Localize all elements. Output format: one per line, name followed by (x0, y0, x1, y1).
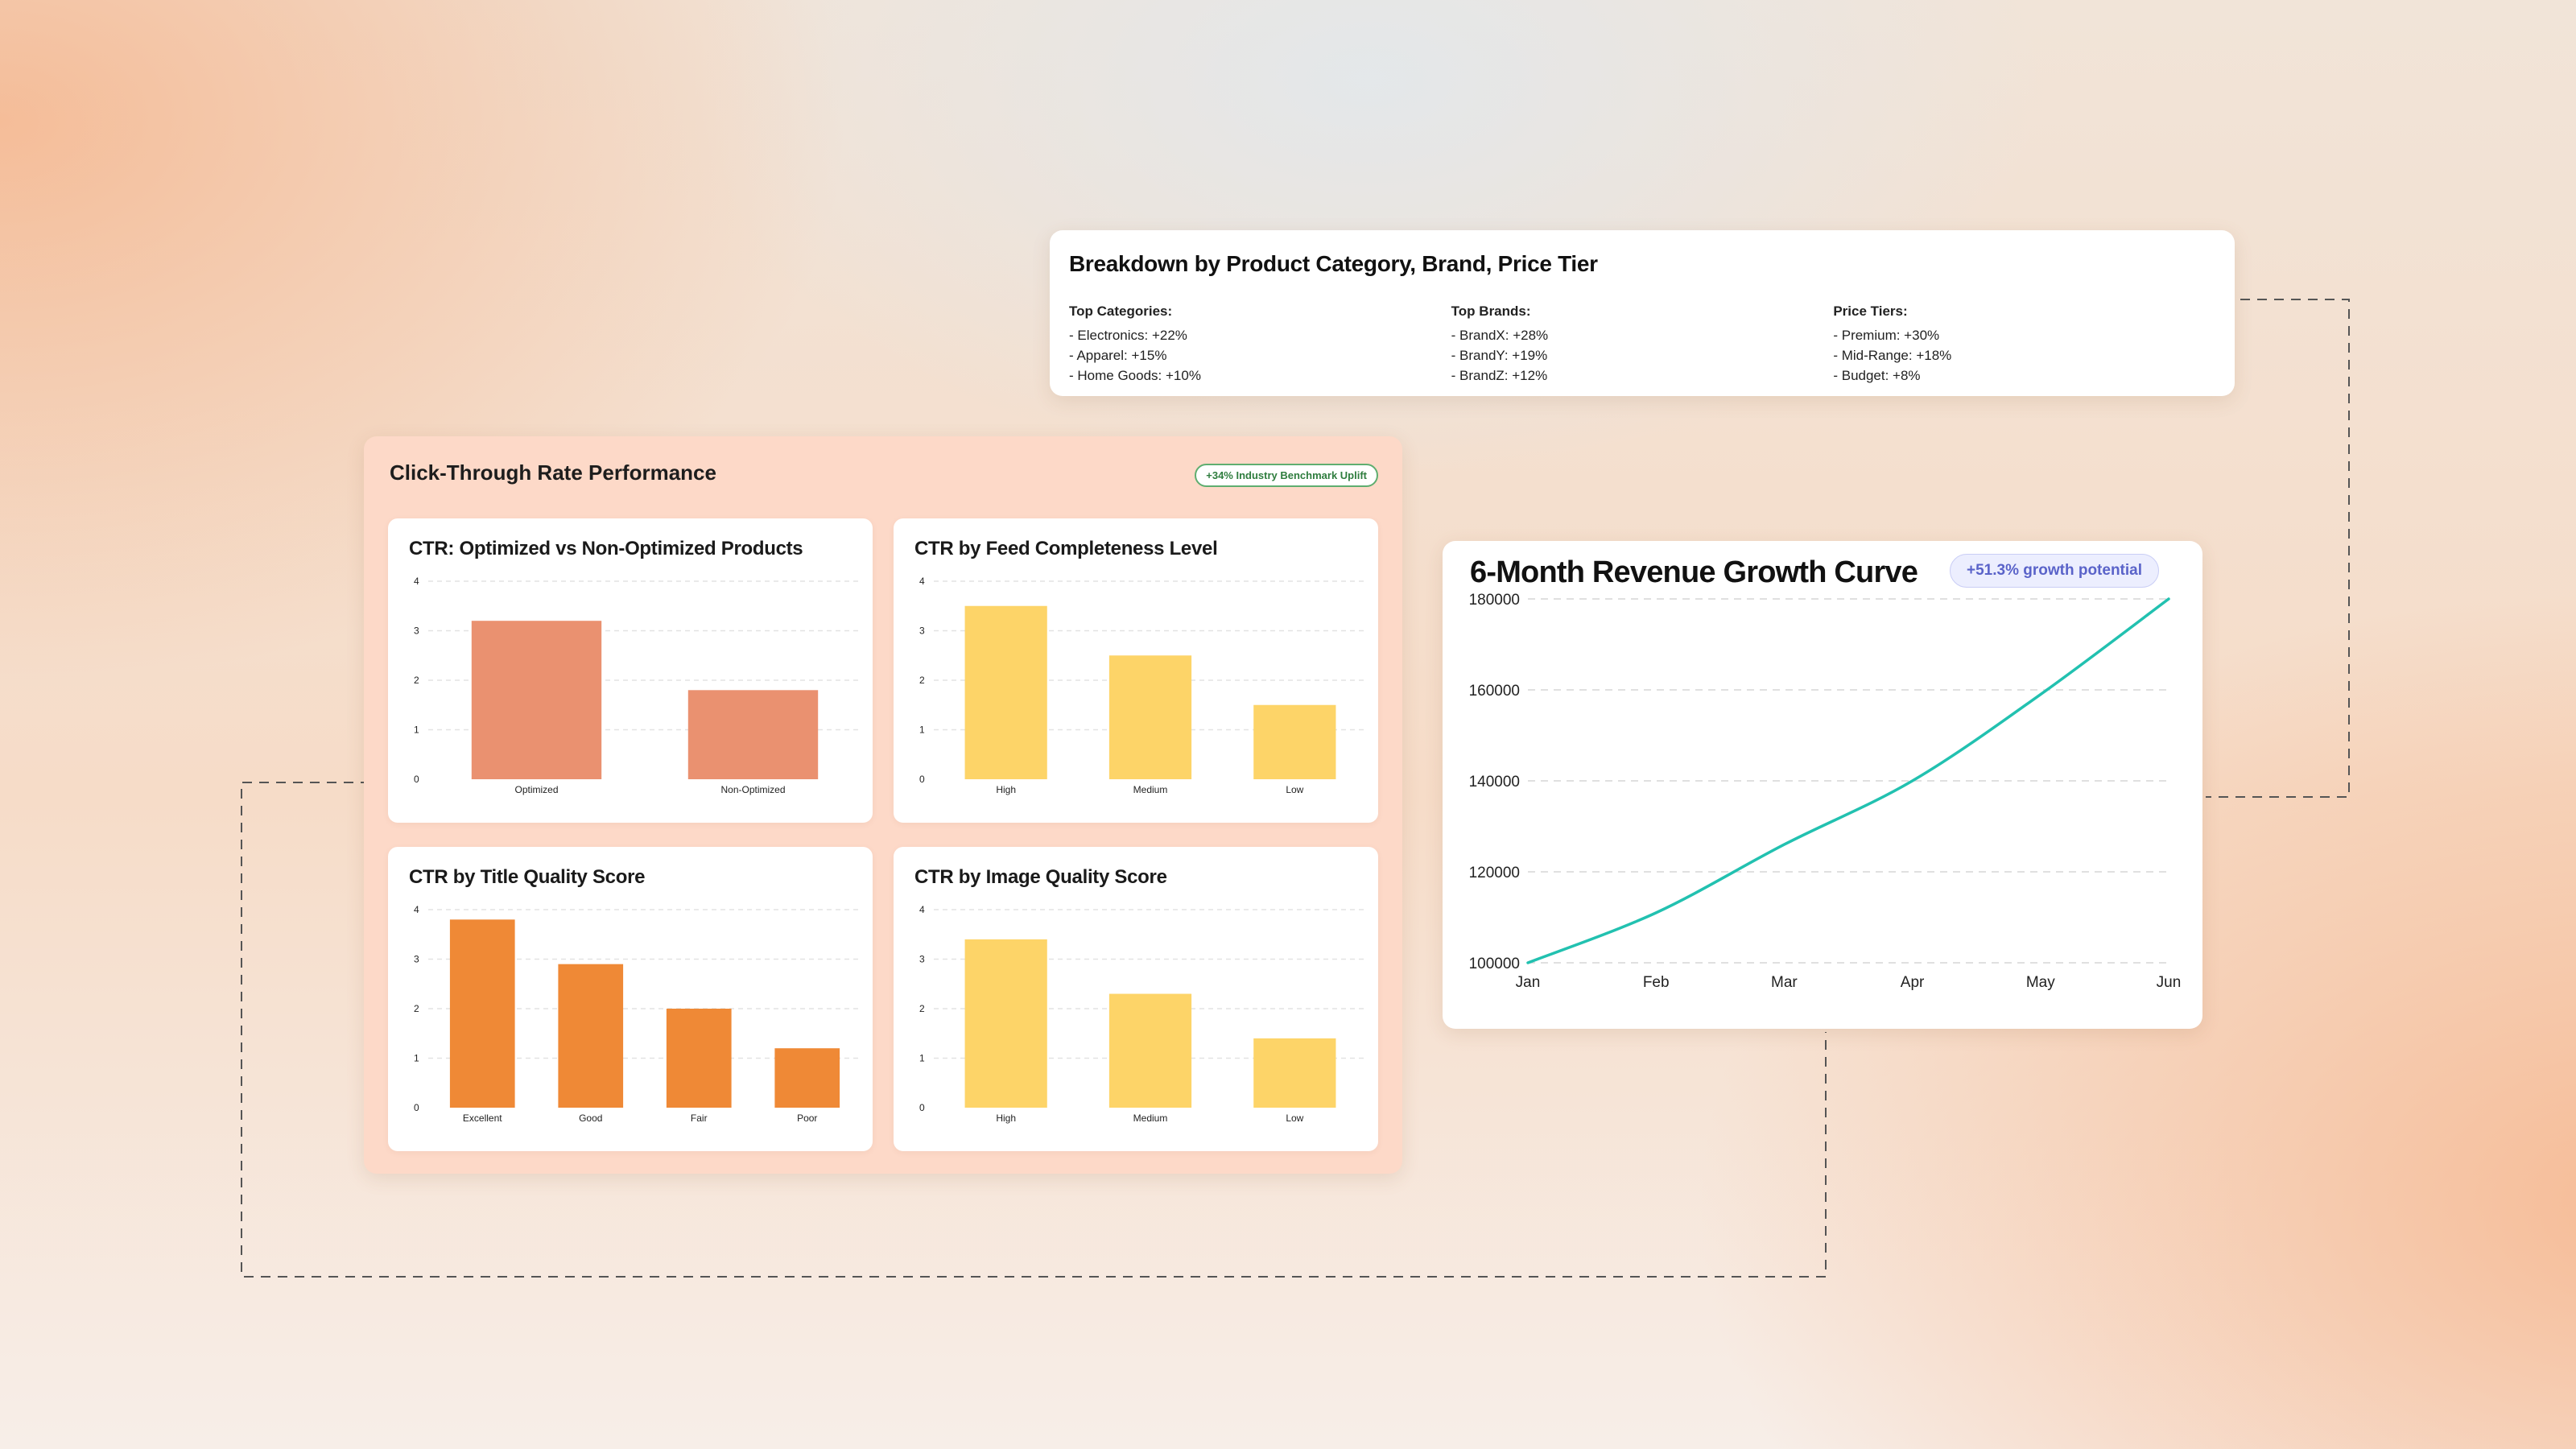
x-tick-label: Poor (797, 1113, 817, 1124)
x-tick-label: Low (1286, 784, 1303, 795)
list-item: - Premium: +30% (1833, 328, 1940, 343)
ctr-panel-title: Click-Through Rate Performance (390, 460, 716, 485)
y-tick-label: 140000 (1469, 774, 1520, 791)
bar (1253, 1038, 1336, 1108)
bar (666, 1009, 732, 1108)
x-tick-label: Low (1286, 1113, 1303, 1124)
x-tick-label: Feb (1643, 974, 1670, 991)
y-tick-label: 1 (414, 1053, 419, 1064)
y-tick-label: 1 (919, 1053, 925, 1064)
y-tick-label: 4 (414, 904, 419, 915)
y-tick-label: 1 (414, 724, 419, 736)
growth-badge: +51.3% growth potential (1950, 554, 2160, 588)
revenue-series-line (1526, 597, 2170, 964)
ctr-feed-completeness-chart-card: CTR by Feed Completeness Level 0 1 2 3 4 High… (894, 518, 1378, 823)
ctr-feed-completeness-chart: 0 1 2 3 4 High Medium Low (919, 576, 1367, 795)
bar (1108, 655, 1192, 779)
bar (964, 939, 1047, 1108)
breakdown-col-price-tiers: Price Tiers: - Premium: +30% - Mid-Range… (1833, 301, 2215, 386)
x-tick-label: Mar (1771, 974, 1798, 991)
x-tick-label: Jan (1516, 974, 1541, 991)
breakdown-col-categories: Top Categories: - Electronics: +22% - Ap… (1069, 301, 1451, 386)
bar (1108, 993, 1192, 1108)
chart-title: CTR by Title Quality Score (409, 866, 646, 888)
y-tick-label: 3 (414, 954, 419, 965)
list-item: - BrandY: +19% (1451, 348, 1548, 363)
y-tick-label: 100000 (1469, 956, 1520, 972)
ctr-panel: Click-Through Rate Performance +34% Indu… (364, 436, 1402, 1174)
revenue-line-chart: 100000 120000 140000 160000 180000 Jan Feb Mar A… (1469, 592, 2182, 991)
y-tick-label: 3 (919, 625, 925, 637)
col-heading: Top Brands: (1451, 303, 1531, 319)
x-tick-label: High (996, 784, 1016, 795)
bar (558, 964, 624, 1108)
list-item: - BrandX: +28% (1451, 328, 1549, 343)
chart-title: CTR: Optimized vs Non-Optimized Products (409, 538, 803, 559)
bar (964, 605, 1047, 779)
x-tick-label: Jun (2157, 974, 2182, 991)
x-tick-label: May (2026, 974, 2055, 991)
y-tick-label: 2 (919, 675, 925, 686)
breakdown-columns: Top Categories: - Electronics: +22% - Ap… (1069, 301, 2215, 386)
y-tick-label: 1 (919, 724, 925, 736)
x-tick-label: Apr (1901, 974, 1925, 991)
x-tick-label: Medium (1133, 784, 1168, 795)
y-tick-label: 2 (414, 675, 419, 686)
breakdown-title: Breakdown by Product Category, Brand, Pr… (1069, 251, 1598, 276)
list-item: - Mid-Range: +18% (1833, 348, 1952, 363)
y-tick-label: 4 (919, 576, 925, 587)
breakdown-col-brands: Top Brands: - BrandX: +28% - BrandY: +19… (1451, 301, 1834, 386)
y-tick-label: 0 (919, 1102, 925, 1113)
list-item: - Budget: +8% (1833, 368, 1921, 383)
ctr-optimized-chart: 0 1 2 3 4 Optimized Non-Optimized (414, 576, 861, 795)
list-item: - BrandZ: +12% (1451, 368, 1548, 383)
list-item: - Home Goods: +10% (1069, 368, 1201, 383)
x-tick-label: High (996, 1113, 1016, 1124)
y-tick-label: 0 (414, 774, 419, 785)
y-tick-label: 2 (919, 1003, 925, 1014)
y-tick-label: 120000 (1469, 865, 1520, 881)
y-tick-label: 3 (414, 625, 419, 637)
ctr-image-quality-chart: 0 1 2 3 4 High Medium Low (919, 904, 1367, 1124)
col-heading: Top Categories: (1069, 303, 1173, 319)
revenue-title: 6-Month Revenue Growth Curve (1470, 555, 1918, 589)
ctr-title-quality-chart-card: CTR by Title Quality Score 0 1 2 3 4 Excellen… (388, 847, 873, 1151)
y-tick-label: 4 (414, 576, 419, 587)
x-tick-label: Good (579, 1113, 602, 1124)
ctr-optimized-chart-card: CTR: Optimized vs Non-Optimized Products… (388, 518, 873, 823)
revenue-card: 6-Month Revenue Growth Curve +51.3% grow… (1443, 541, 2202, 1029)
list-item: - Apparel: +15% (1069, 348, 1167, 363)
x-tick-label: Optimized (514, 784, 558, 795)
ctr-title-quality-chart: 0 1 2 3 4 Excellent Good Fair Poor (414, 904, 861, 1124)
y-tick-label: 0 (919, 774, 925, 785)
bar (687, 690, 819, 779)
x-tick-label: Fair (691, 1113, 708, 1124)
chart-title: CTR by Image Quality Score (914, 866, 1167, 888)
col-heading: Price Tiers: (1833, 303, 1908, 319)
ctr-image-quality-chart-card: CTR by Image Quality Score 0 1 2 3 4 High Medi… (894, 847, 1378, 1151)
x-tick-label: Medium (1133, 1113, 1168, 1124)
y-tick-label: 180000 (1469, 592, 1520, 609)
breakdown-card: Breakdown by Product Category, Brand, Pr… (1050, 230, 2235, 396)
bar (1253, 704, 1336, 779)
list-item: - Electronics: +22% (1069, 328, 1187, 343)
y-tick-label: 4 (919, 904, 925, 915)
chart-title: CTR by Feed Completeness Level (914, 538, 1218, 559)
y-tick-label: 0 (414, 1102, 419, 1113)
y-tick-label: 3 (919, 954, 925, 965)
benchmark-badge: +34% Industry Benchmark Uplift (1195, 464, 1378, 487)
x-tick-label: Excellent (463, 1113, 502, 1124)
bar (449, 919, 515, 1108)
bar (774, 1048, 840, 1108)
y-tick-label: 2 (414, 1003, 419, 1014)
x-tick-label: Non-Optimized (720, 784, 785, 795)
y-tick-label: 160000 (1469, 683, 1520, 700)
bar (471, 621, 602, 779)
